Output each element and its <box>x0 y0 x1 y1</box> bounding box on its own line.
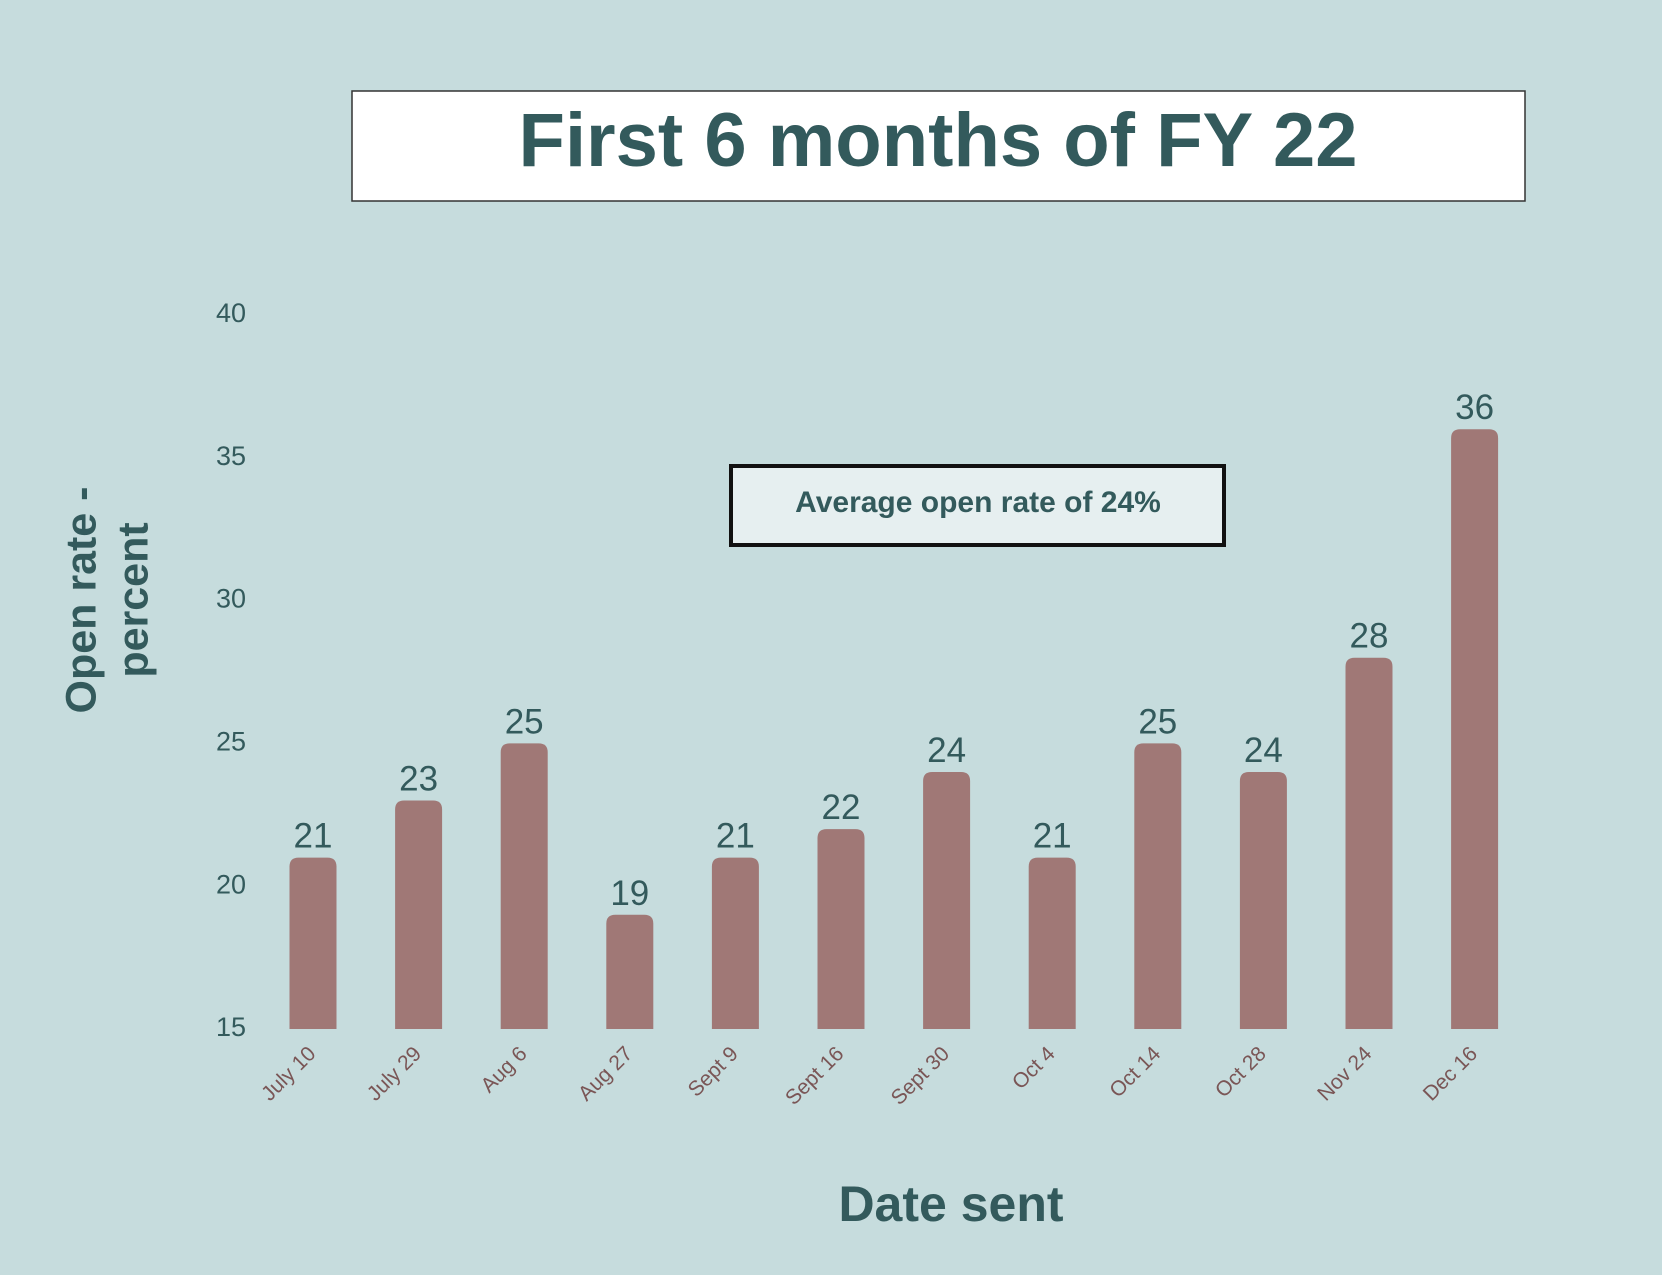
value-label: 23 <box>399 760 438 799</box>
bar <box>1239 771 1287 1029</box>
title-box <box>351 90 1526 202</box>
value-label: 36 <box>1455 388 1494 427</box>
y-axis-label-line: Open rate - <box>57 487 105 714</box>
value-label: 24 <box>927 731 966 770</box>
y-tick-label: 35 <box>216 441 246 471</box>
bar <box>289 857 337 1029</box>
y-tick-label: 15 <box>216 1012 246 1042</box>
value-label: 25 <box>505 702 544 741</box>
y-tick-label: 25 <box>216 727 246 757</box>
value-label: 21 <box>294 817 333 856</box>
x-tick-label: Nov 24 <box>1313 1042 1377 1106</box>
x-tick-label: Oct 28 <box>1211 1042 1271 1102</box>
value-label: 19 <box>610 874 649 913</box>
x-tick-label: Oct 14 <box>1105 1042 1165 1102</box>
x-tick-label: Sept 30 <box>887 1042 954 1109</box>
bar <box>817 829 865 1029</box>
chart-title: First 6 months of FY 22 <box>519 98 1358 183</box>
value-label: 25 <box>1138 702 1177 741</box>
bar <box>711 857 759 1029</box>
annotation-box <box>729 464 1226 547</box>
bar <box>395 800 443 1029</box>
x-tick-label: July 10 <box>257 1042 320 1105</box>
y-tick-label: 20 <box>216 869 246 899</box>
bar <box>1028 857 1076 1029</box>
bar <box>1345 657 1393 1029</box>
x-tick-label: July 29 <box>363 1042 426 1105</box>
x-tick-label: Sept 16 <box>781 1042 848 1109</box>
x-tick-label: Aug 6 <box>477 1042 532 1097</box>
x-tick-label: Oct 4 <box>1008 1042 1060 1094</box>
y-tick-label: 30 <box>216 584 246 614</box>
value-label: 21 <box>716 817 755 856</box>
value-label: 22 <box>822 788 861 827</box>
x-tick-label: Aug 27 <box>574 1042 637 1105</box>
y-tick-label: 40 <box>216 298 246 328</box>
value-label: 28 <box>1350 617 1389 656</box>
x-axis-label: Date sent <box>838 1176 1063 1232</box>
bar <box>1451 429 1499 1029</box>
x-tick-label: Dec 16 <box>1419 1042 1482 1105</box>
y-axis-label: Open rate - percent <box>57 487 157 714</box>
bar <box>923 771 971 1029</box>
annotation: Average open rate of 24% <box>795 486 1161 519</box>
value-label: 24 <box>1244 731 1283 770</box>
bar <box>500 743 548 1029</box>
value-label: 21 <box>1033 817 1072 856</box>
bar <box>606 914 654 1029</box>
x-tick-label: Sept 9 <box>684 1042 743 1101</box>
bar <box>1134 743 1182 1029</box>
y-axis-label-line: percent <box>109 522 157 677</box>
